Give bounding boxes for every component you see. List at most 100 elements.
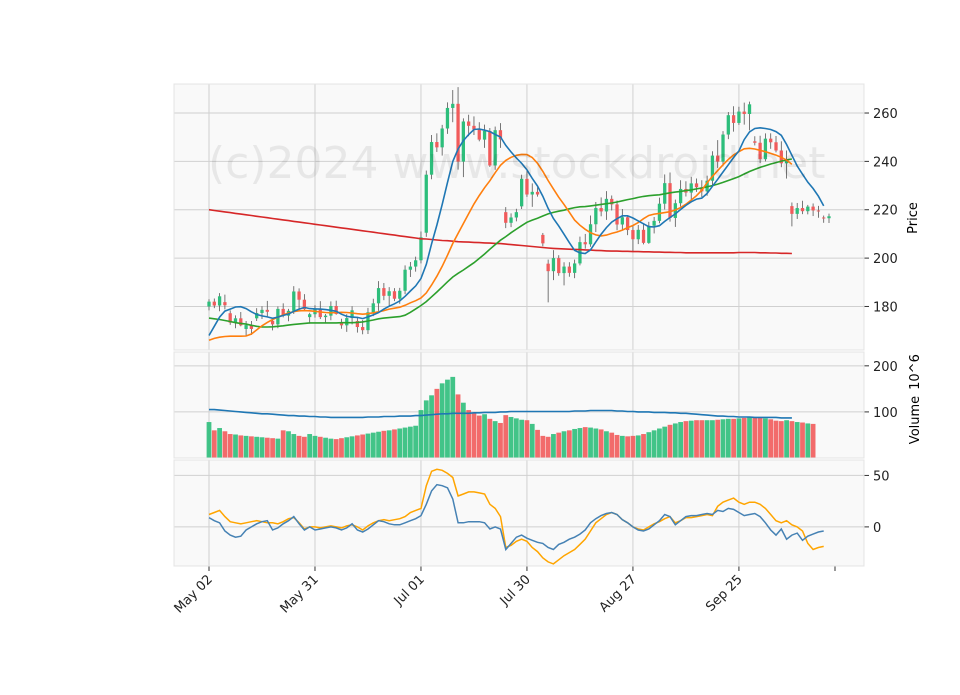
- candle-body: [376, 288, 381, 304]
- volume-bar: [423, 400, 429, 458]
- candle-body: [223, 302, 227, 306]
- candle-body: [424, 174, 428, 233]
- volume-bar: [784, 420, 789, 458]
- candle-body: [371, 303, 375, 313]
- candle-body: [382, 288, 386, 296]
- volume-tick-label: 100: [873, 406, 898, 421]
- x-tick-label: Aug 27: [597, 572, 640, 615]
- volume-bar: [243, 435, 249, 458]
- volume-bar: [349, 436, 355, 458]
- volume-bar: [418, 410, 424, 458]
- candle-body: [625, 217, 630, 231]
- volume-bar: [773, 420, 779, 458]
- candle-body: [620, 217, 624, 225]
- candle-body: [530, 191, 534, 195]
- volume-bar: [551, 434, 556, 458]
- volume-bar: [312, 435, 318, 458]
- volume-bar: [471, 412, 477, 458]
- candle-body: [467, 121, 471, 126]
- volume-bar: [810, 423, 816, 458]
- volume-bar: [778, 421, 784, 458]
- volume-bar: [402, 427, 408, 458]
- volume-bar: [561, 431, 567, 458]
- volume-bar: [339, 438, 344, 458]
- candle-body: [509, 217, 513, 223]
- price-tick-label: 220: [873, 204, 898, 219]
- candle-body: [339, 322, 344, 326]
- volume-bar: [460, 402, 466, 458]
- candle-body: [270, 320, 275, 325]
- volume-bar: [588, 427, 593, 458]
- volume-bar: [710, 420, 715, 458]
- oscillator-line-1: [208, 483, 824, 552]
- candle-body: [334, 305, 338, 314]
- candle-body: [689, 183, 693, 193]
- volume-bar: [752, 416, 758, 458]
- volume-bar: [582, 427, 588, 458]
- volume-bar: [805, 423, 811, 458]
- moving-average-mid-line: [208, 147, 793, 342]
- price-tick-label: 240: [873, 155, 898, 170]
- volume-average-line: [209, 408, 792, 419]
- candle-body: [710, 155, 715, 181]
- volume-bar: [736, 418, 742, 458]
- candle-body: [541, 234, 545, 244]
- volume-bar: [482, 414, 487, 458]
- candle-body: [567, 266, 571, 273]
- volume-bar: [238, 435, 244, 458]
- volume-bar: [524, 420, 530, 458]
- candle-body: [763, 138, 768, 160]
- oscillator-line-2: [208, 468, 824, 565]
- volume-bar: [275, 438, 281, 458]
- candle-body: [350, 310, 354, 319]
- volume-bar: [593, 428, 599, 458]
- panel-frame: [173, 459, 865, 567]
- candle-body: [790, 206, 794, 214]
- candle-body: [822, 217, 826, 219]
- candle-body: [737, 111, 741, 123]
- volume-bar: [407, 426, 413, 458]
- volume-bar: [789, 421, 795, 458]
- volume-bar: [344, 437, 350, 458]
- volume-bar: [678, 422, 684, 458]
- candle-body: [297, 291, 301, 300]
- candle-body: [816, 210, 821, 212]
- volume-bar: [434, 388, 440, 458]
- candle-body: [445, 107, 450, 129]
- candle-body: [398, 290, 402, 299]
- volume-bar: [683, 421, 689, 458]
- volume-tick-label: 200: [873, 360, 898, 375]
- volume-bar: [604, 431, 609, 458]
- volume-bar: [503, 415, 509, 458]
- volume-bar: [715, 419, 721, 458]
- volume-bar: [249, 436, 254, 458]
- moving-average-slow-line: [208, 158, 793, 328]
- candle-body: [546, 263, 550, 272]
- candle-body: [657, 203, 662, 221]
- volume-bar: [704, 420, 710, 458]
- volume-bar: [307, 434, 313, 458]
- candle-body: [207, 301, 211, 307]
- candle-body: [217, 296, 222, 306]
- candle-body: [811, 206, 815, 211]
- volume-bar: [492, 421, 498, 458]
- volume-bar: [227, 434, 233, 458]
- volume-bar: [757, 417, 763, 458]
- volume-axis-label: Volume: [908, 396, 923, 444]
- candle-body: [610, 198, 614, 205]
- candle-body: [827, 216, 831, 219]
- candle-body: [249, 325, 254, 329]
- volume-bar: [566, 430, 572, 458]
- volume-bar: [323, 437, 328, 458]
- volume-bar: [328, 438, 334, 458]
- candle-body: [583, 242, 587, 245]
- volume-bar: [529, 423, 535, 458]
- volume-bar: [725, 418, 731, 458]
- candle-body: [361, 327, 365, 331]
- candle-body: [429, 142, 434, 175]
- candle-body: [504, 212, 508, 223]
- candle-body: [260, 309, 264, 314]
- volume-bar: [381, 430, 387, 458]
- volume-bar: [794, 422, 800, 458]
- candle-body: [572, 263, 577, 273]
